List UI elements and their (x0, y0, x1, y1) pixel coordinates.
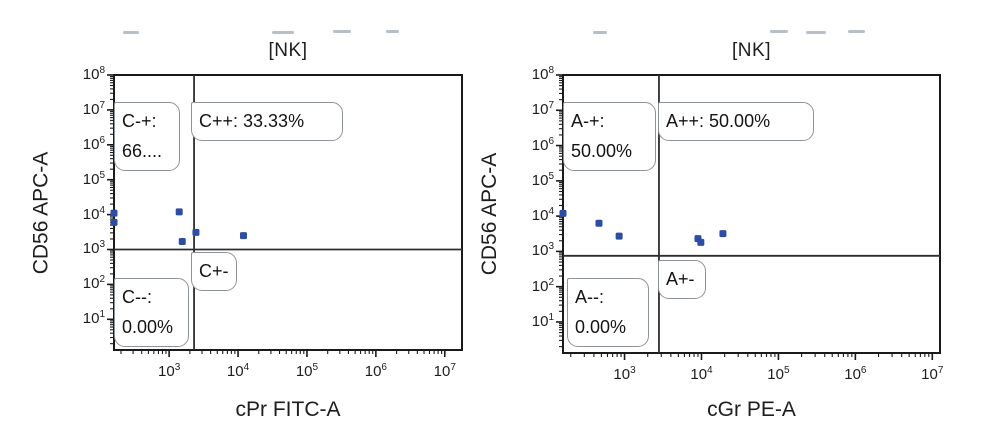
cropped-text-artifact (272, 31, 294, 34)
data-point (192, 228, 200, 236)
y-tick-label: 102 (82, 274, 105, 293)
cropped-text-artifact (806, 31, 826, 34)
y-tick-label: 103 (82, 239, 105, 258)
quadrant-label-C--[interactable]: C--: 0.00% (114, 278, 189, 347)
quadrant-label-line: A++: 50.00% (666, 111, 771, 131)
quadrant-label-line: C++: 33.33% (199, 111, 305, 131)
x-tick-label: 106 (844, 365, 867, 383)
y-tick-label: 101 (531, 312, 554, 331)
y-tick-label: 107 (82, 99, 105, 118)
y-tick-label: 106 (531, 135, 554, 154)
x-tick-label: 104 (690, 365, 713, 383)
data-point (559, 209, 567, 217)
quadrant-label-C-+[interactable]: C-+: 66.... (114, 102, 180, 171)
y-tick-label: 108 (531, 65, 554, 84)
data-point (239, 232, 247, 240)
data-point (615, 232, 623, 240)
data-point (175, 208, 183, 216)
plot-title: [NK] (732, 40, 771, 61)
quadrant-label-line: 50.00% (571, 141, 633, 161)
x-tick-label: 107 (433, 362, 456, 380)
quadrant-label-A--[interactable]: A--: 0.00% (567, 278, 649, 347)
quadrant-label-C++[interactable]: C++: 33.33% (191, 102, 343, 141)
quadrant-label-line: C+- (199, 261, 229, 281)
data-point (178, 237, 186, 245)
y-axis-label: CD56 APC-A (29, 151, 52, 274)
quadrant-label-line: 66.... (122, 141, 163, 161)
cropped-text-artifact (770, 30, 788, 33)
quadrant-label-A-+[interactable]: A-+: 50.00% (563, 102, 656, 171)
y-tick-label: 101 (82, 309, 105, 328)
quadrant-label-line: A--: (575, 287, 604, 307)
plot-title: [NK] (268, 40, 308, 61)
x-tick-label: 103 (158, 362, 181, 380)
y-tick-label: 104 (82, 204, 105, 223)
data-point (697, 238, 705, 246)
x-tick-label: 106 (364, 362, 387, 380)
data-point (719, 230, 727, 238)
quadrant-label-line: A+- (666, 269, 695, 289)
y-tick-label: 105 (531, 170, 554, 189)
cropped-text-artifact (333, 30, 351, 33)
y-tick-label: 106 (82, 134, 105, 153)
y-tick-label: 103 (531, 241, 554, 260)
quadrant-label-line: C--: (122, 287, 152, 307)
quadrant-label-C+-[interactable]: C+- (191, 252, 237, 291)
y-tick-label: 104 (531, 206, 554, 225)
cropped-text-artifact (593, 31, 607, 34)
y-axis-label: CD56 APC-A (478, 152, 501, 276)
quadrant-label-line: 0.00% (575, 317, 627, 337)
cropped-text-artifact (386, 30, 399, 33)
y-tick-label: 102 (531, 276, 554, 295)
y-tick-label: 107 (531, 100, 554, 119)
quadrant-label-line: A-+: (571, 111, 605, 131)
quadrant-label-A+-[interactable]: A+- (658, 260, 706, 299)
x-axis-label: cPr FITC-A (235, 398, 341, 421)
x-tick-label: 104 (226, 362, 250, 380)
y-tick-label: 105 (82, 169, 105, 188)
data-point (110, 218, 118, 226)
cropped-text-artifact (123, 31, 139, 34)
quadrant-label-line: 0.00% (122, 317, 174, 337)
cropped-text-artifact (848, 30, 865, 33)
y-tick-label: 108 (82, 65, 105, 84)
quadrant-label-A++[interactable]: A++: 50.00% (658, 102, 814, 141)
quadrant-label-line: C-+: (122, 111, 157, 131)
data-point (595, 219, 603, 227)
data-point (110, 209, 118, 217)
x-tick-label: 107 (921, 365, 944, 383)
x-tick-label: 103 (613, 365, 636, 383)
x-tick-label: 105 (767, 365, 790, 383)
x-tick-label: 105 (295, 362, 319, 380)
x-axis-label: cGr PE-A (707, 398, 796, 421)
